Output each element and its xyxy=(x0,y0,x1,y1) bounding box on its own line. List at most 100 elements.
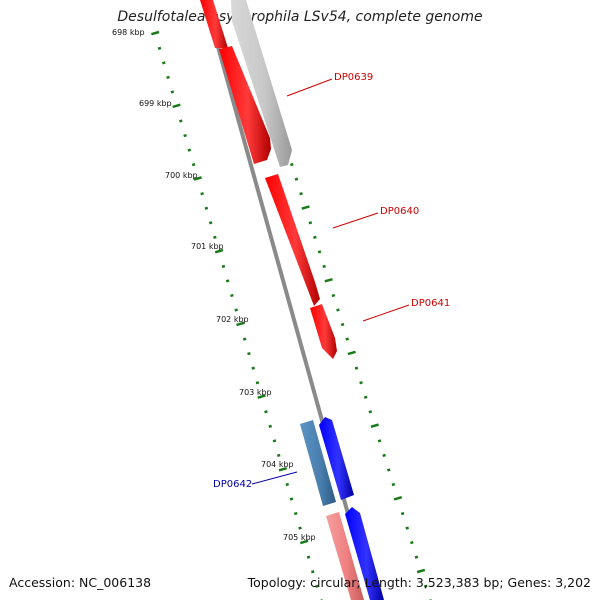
tick-minor-mark xyxy=(377,439,382,443)
gene-labels: DP0639 DP0640 DP0641 DP0642 xyxy=(213,72,450,490)
tick-minor-mark xyxy=(368,410,373,414)
tick-label: 705 kbp xyxy=(283,533,316,542)
tick-minor-mark xyxy=(306,555,311,559)
leader-DP0639 xyxy=(286,78,333,97)
tick-label: 702 kbp xyxy=(216,315,249,324)
tick-labels: 698 kbp 699 kbp 700 kbp 701 kbp 702 kbp 703 k… xyxy=(112,28,316,542)
tick-major-mark xyxy=(257,394,266,399)
tick-major-mark xyxy=(236,321,245,327)
tick-major-mark xyxy=(324,277,333,283)
tick-minor-mark xyxy=(264,410,268,414)
gene-blue-1-arrow[interactable] xyxy=(319,417,354,500)
tick-minor-mark xyxy=(331,293,336,298)
tick-minor-mark xyxy=(317,250,322,254)
tick-label: 698 kbp xyxy=(112,28,145,37)
tick-minor-mark xyxy=(290,163,294,167)
tick-minor-mark xyxy=(391,482,396,487)
tick-major-mark xyxy=(150,30,160,36)
tick-major-mark xyxy=(416,568,426,574)
gene-blue-2-arrow[interactable] xyxy=(345,507,384,600)
gene-DP0641-arrow[interactable] xyxy=(265,174,320,306)
tick-minor-mark xyxy=(322,264,326,269)
feature-track xyxy=(200,0,384,600)
gene-DP0641b-arrow[interactable] xyxy=(310,304,337,359)
gene-label-DP0642[interactable]: DP0642 xyxy=(213,479,252,490)
tick-minor-mark xyxy=(363,395,368,399)
tick-minor-mark xyxy=(285,482,290,487)
tick-label: 699 kbp xyxy=(139,99,172,108)
tick-minor-mark xyxy=(255,381,260,385)
tick-minor-mark xyxy=(208,221,213,225)
tick-minor-mark xyxy=(340,322,345,327)
tick-label: 701 kbp xyxy=(191,242,224,251)
tick-minor-mark xyxy=(191,163,196,167)
tick-major-mark xyxy=(172,103,181,109)
tick-major-mark xyxy=(347,350,356,356)
gene-gray-arrow[interactable] xyxy=(231,0,292,167)
tick-minor-mark xyxy=(225,279,230,283)
tick-minor-mark xyxy=(242,337,247,341)
gene-DP0640-arrow[interactable] xyxy=(219,46,271,164)
tick-major-mark xyxy=(301,205,310,210)
tick-minor-mark xyxy=(400,511,405,516)
tick-minor-mark xyxy=(410,541,414,545)
tick-label: 704 kbp xyxy=(261,460,294,469)
genome-backbone xyxy=(203,0,374,600)
tick-minor-mark xyxy=(204,206,209,210)
tick-minor-mark xyxy=(382,453,386,458)
tick-minor-mark xyxy=(276,453,281,458)
tick-minor-mark xyxy=(313,235,317,239)
tick-minor-mark xyxy=(166,75,170,80)
tick-minor-mark xyxy=(345,337,349,341)
tick-major-mark xyxy=(393,496,403,501)
tick-minor-mark xyxy=(200,192,204,196)
tick-minor-mark xyxy=(213,235,217,239)
tick-dots-inner xyxy=(150,30,324,600)
tick-minor-mark xyxy=(359,381,363,385)
gene-label-DP0641[interactable]: DP0641 xyxy=(411,298,450,309)
tick-minor-mark xyxy=(336,308,340,312)
gene-label-DP0640[interactable]: DP0640 xyxy=(380,206,419,217)
gene-label-DP0639[interactable]: DP0639 xyxy=(334,72,373,83)
gene-DP0642-arrow[interactable] xyxy=(300,420,336,506)
tick-minor-mark xyxy=(299,192,303,196)
tick-minor-mark xyxy=(354,366,359,370)
tick-minor-mark xyxy=(230,293,234,298)
tick-minor-mark xyxy=(423,584,428,588)
gene-leaders xyxy=(251,78,410,485)
tick-minor-mark xyxy=(162,61,166,65)
tick-minor-mark xyxy=(293,511,298,516)
tick-minor-mark xyxy=(251,366,255,370)
tick-minor-mark xyxy=(405,526,409,530)
tick-major-mark xyxy=(278,466,288,472)
tick-minor-mark xyxy=(268,424,272,428)
tick-minor-mark xyxy=(170,90,175,94)
tick-minor-mark xyxy=(315,584,319,588)
tick-minor-mark xyxy=(386,468,391,472)
tick-minor-mark xyxy=(221,264,226,269)
leader-DP0642 xyxy=(251,471,298,485)
tick-label: 703 kbp xyxy=(239,388,272,397)
tick-minor-mark xyxy=(289,497,294,501)
tick-minor-mark xyxy=(310,570,315,574)
tick-minor-mark xyxy=(179,119,183,123)
tick-minor-mark xyxy=(157,46,162,50)
tick-minor-mark xyxy=(308,221,313,225)
tick-major-mark xyxy=(370,423,379,428)
tick-minor-mark xyxy=(414,555,419,559)
gene-lightred-arrow[interactable] xyxy=(326,512,364,600)
gene-DP0639-arrow[interactable] xyxy=(200,0,228,48)
tick-minor-mark xyxy=(234,308,238,312)
tick-major-mark xyxy=(299,539,309,545)
tick-minor-mark xyxy=(294,177,299,181)
tick-major-mark xyxy=(214,248,224,254)
tick-label: 700 kbp xyxy=(165,171,198,180)
tick-minor-mark xyxy=(247,352,251,356)
leader-DP0641 xyxy=(362,304,410,322)
leader-DP0640 xyxy=(332,212,379,229)
accession-text: Accession: NC_006138 xyxy=(9,575,152,590)
tick-minor-mark xyxy=(298,526,302,530)
tick-major-mark xyxy=(193,176,202,181)
tick-minor-mark xyxy=(272,439,277,443)
